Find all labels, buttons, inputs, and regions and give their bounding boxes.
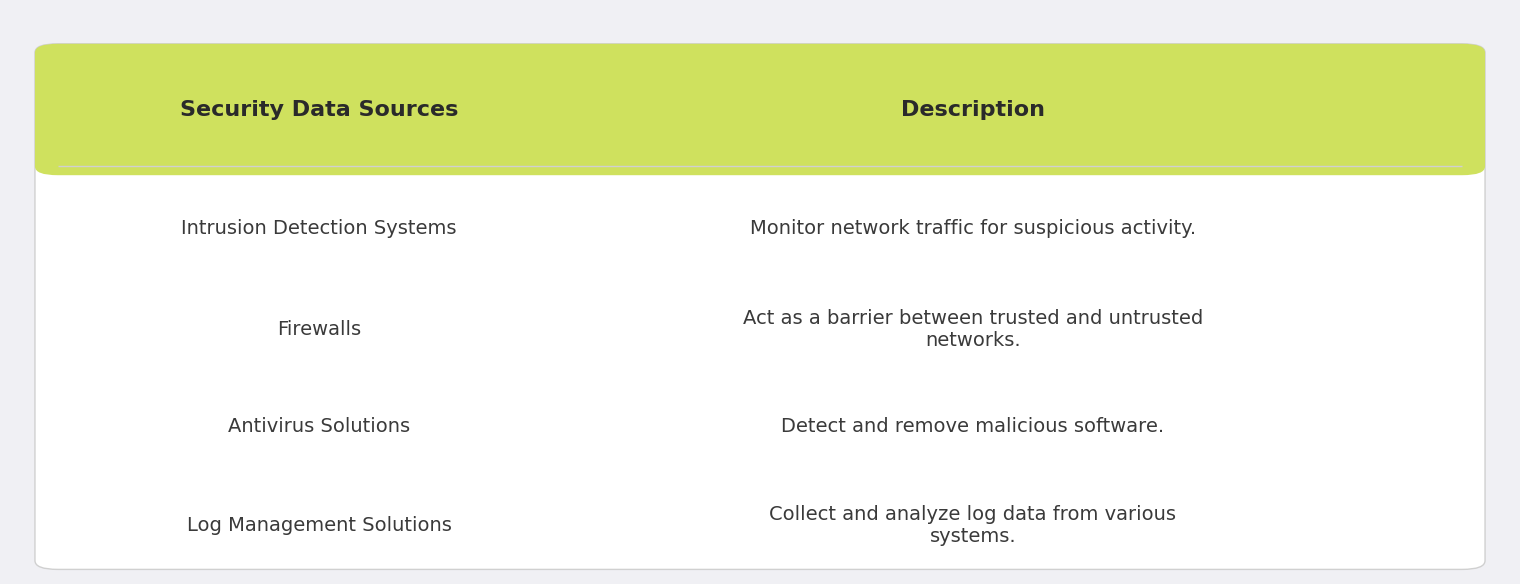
Text: Collect and analyze log data from various
systems.: Collect and analyze log data from variou…: [769, 505, 1176, 546]
Text: Intrusion Detection Systems: Intrusion Detection Systems: [181, 220, 458, 238]
Text: Act as a barrier between trusted and untrusted
networks.: Act as a barrier between trusted and unt…: [743, 310, 1202, 350]
Text: Log Management Solutions: Log Management Solutions: [187, 516, 451, 535]
Text: Firewalls: Firewalls: [277, 321, 362, 339]
Text: Description: Description: [901, 99, 1044, 120]
Text: Antivirus Solutions: Antivirus Solutions: [228, 417, 410, 436]
Text: Monitor network traffic for suspicious activity.: Monitor network traffic for suspicious a…: [749, 220, 1196, 238]
FancyBboxPatch shape: [35, 44, 1485, 175]
Text: Security Data Sources: Security Data Sources: [179, 99, 459, 120]
Text: Detect and remove malicious software.: Detect and remove malicious software.: [781, 417, 1164, 436]
FancyBboxPatch shape: [35, 44, 1485, 569]
Bar: [58, 143, 1462, 166]
